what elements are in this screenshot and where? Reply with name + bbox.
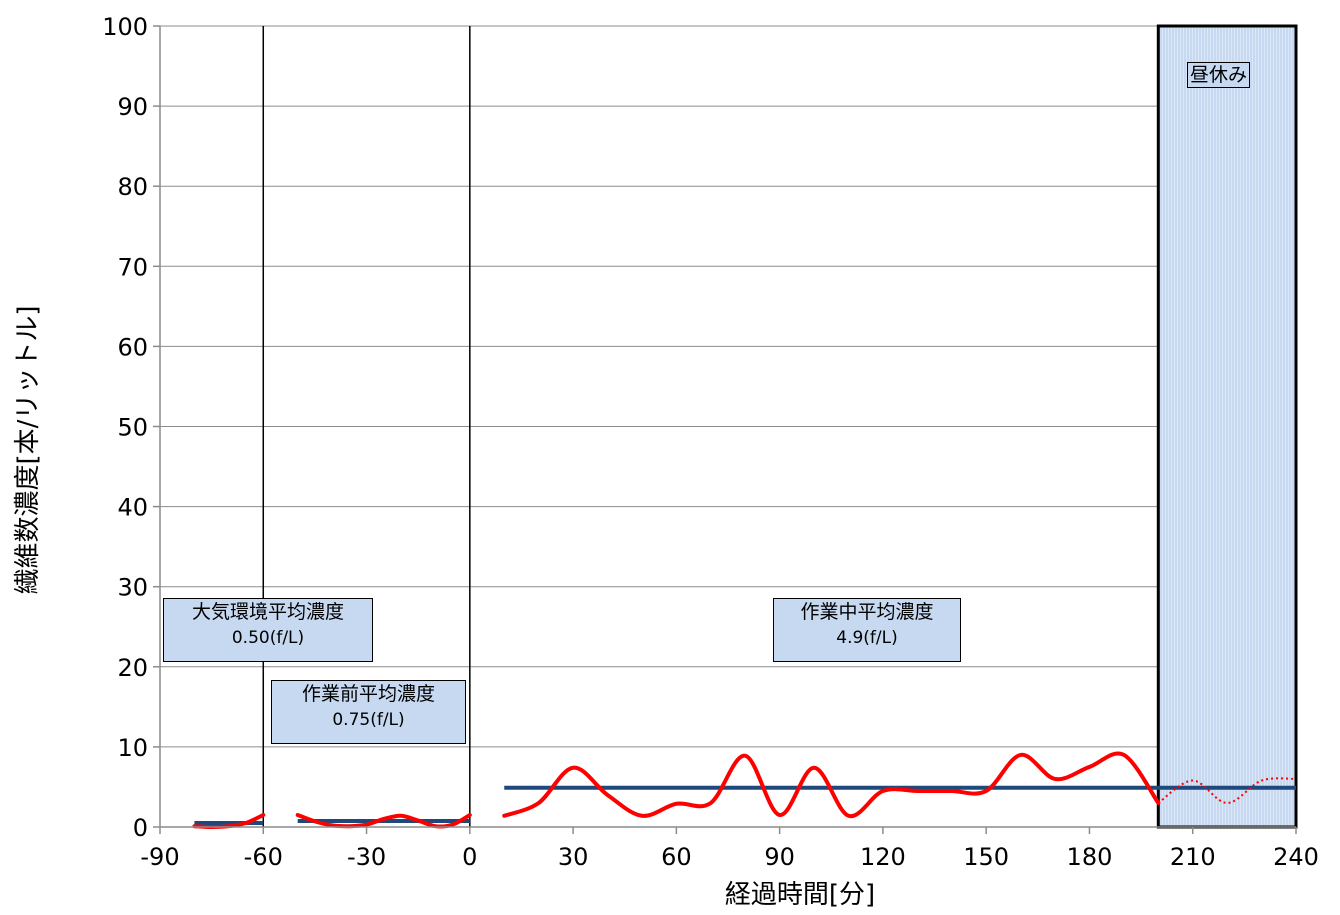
y-tick-label-50: 50 bbox=[117, 414, 148, 442]
annotation-pre-work-value: 0.75(f/L) bbox=[332, 710, 405, 730]
annotation-ambient-average: 大気環境平均濃度 0.50(f/L) bbox=[163, 598, 373, 662]
lunch-break-rect bbox=[1156, 24, 1298, 829]
annotation-during-work-title: 作業中平均濃度 bbox=[800, 601, 934, 623]
annotation-pre-work-average: 作業前平均濃度 0.75(f/L) bbox=[271, 680, 466, 744]
y-tick-label-80: 80 bbox=[117, 173, 148, 201]
x-tick-label--30: -30 bbox=[347, 843, 386, 871]
x-tick-label-60: 60 bbox=[661, 843, 692, 871]
tick-labels: 0 10 20 30 40 50 60 70 80 90 100 -90 -60 -30 0 30 60 90 12… bbox=[102, 13, 1319, 871]
x-tick-label-240: 240 bbox=[1273, 843, 1319, 871]
x-tick-label--60: -60 bbox=[244, 843, 283, 871]
y-axis-title: 繊維数濃度[本/リットル] bbox=[13, 305, 43, 594]
lunch-break-region bbox=[1156, 24, 1298, 829]
y-tick-label-10: 10 bbox=[117, 734, 148, 762]
annotation-pre-work-title: 作業前平均濃度 bbox=[301, 683, 435, 705]
series-lines bbox=[192, 751, 1297, 829]
x-tick-label-90: 90 bbox=[764, 843, 795, 871]
x-tick-label-120: 120 bbox=[860, 843, 906, 871]
x-tick-label-0: 0 bbox=[462, 843, 477, 871]
x-tick-label-210: 210 bbox=[1170, 843, 1216, 871]
average-lines bbox=[194, 785, 1296, 825]
y-tick-label-30: 30 bbox=[117, 574, 148, 602]
y-tick-label-70: 70 bbox=[117, 253, 148, 281]
annotation-ambient-title: 大気環境平均濃度 bbox=[191, 601, 344, 623]
series-dotted-segment bbox=[1157, 777, 1297, 804]
y-tick-label-20: 20 bbox=[117, 654, 148, 682]
axes bbox=[153, 25, 1297, 834]
x-tick-label-150: 150 bbox=[963, 843, 1009, 871]
y-tick-label-0: 0 bbox=[133, 814, 148, 842]
annotation-during-work-average: 作業中平均濃度 4.9(f/L) bbox=[773, 598, 961, 662]
annotation-during-work-value: 4.9(f/L) bbox=[836, 628, 898, 648]
y-tick-label-40: 40 bbox=[117, 494, 148, 522]
lunch-break-label: 昼休み bbox=[1187, 62, 1251, 88]
x-tick-label-30: 30 bbox=[558, 843, 589, 871]
phase-dividers bbox=[262, 26, 471, 827]
x-axis-title: 経過時間[分] bbox=[725, 880, 875, 910]
y-tick-label-100: 100 bbox=[102, 13, 148, 41]
y-tick-label-90: 90 bbox=[117, 93, 148, 121]
series-segment-0 bbox=[192, 812, 266, 829]
y-tick-label-60: 60 bbox=[117, 333, 148, 361]
annotation-ambient-value: 0.50(f/L) bbox=[231, 628, 305, 648]
x-tick-label--90: -90 bbox=[140, 843, 179, 871]
x-tick-label-180: 180 bbox=[1067, 843, 1113, 871]
gridlines bbox=[160, 25, 1296, 748]
series-segment-2 bbox=[502, 751, 1161, 818]
